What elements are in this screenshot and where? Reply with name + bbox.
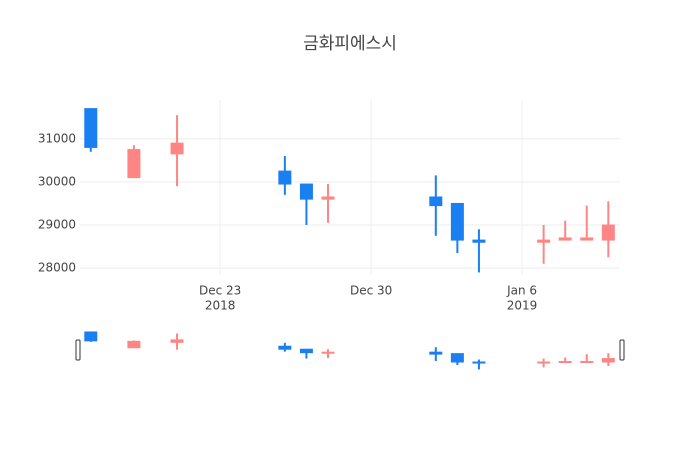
candle-body [472,239,486,243]
y-tick-label: 30000 [38,174,76,188]
candle-body [450,202,464,241]
candle-body [84,108,98,148]
candle-body [450,353,464,363]
y-tick-label: 31000 [38,131,76,145]
candle-body [321,351,335,354]
y-tick-label: 28000 [38,261,76,275]
candle-body [537,239,551,243]
candle-body [299,183,313,200]
candle-body [127,149,141,179]
candle-body [558,361,572,364]
x-tick-label: Dec 30 [350,284,392,298]
candle-body [170,339,184,343]
x-tick-label: Jan 6 [506,284,537,298]
candle-body [558,237,572,241]
candle-body [580,361,594,364]
candle-body [537,361,551,364]
range-slider [80,328,620,372]
candle-body [601,224,615,241]
candle-body [601,358,615,363]
candle-body [84,331,98,342]
x-tick-label: 2018 [205,299,236,313]
y-tick-label: 29000 [38,218,76,232]
chart-title: 금화피에스시 [303,34,397,54]
candle-body [321,196,335,200]
x-tick-label: Dec 23 [199,284,241,298]
candle-body [299,348,313,354]
candle-body [278,170,292,185]
range-handle[interactable] [75,339,81,361]
candle-body [278,345,292,350]
candle-body [472,361,486,364]
candle-body [170,142,184,155]
candle-body [580,237,594,241]
range-handle[interactable] [619,339,625,361]
candle-body [429,196,443,207]
x-tick-label: 2019 [507,299,538,313]
candle-body [429,351,443,355]
candle-body [127,340,141,349]
